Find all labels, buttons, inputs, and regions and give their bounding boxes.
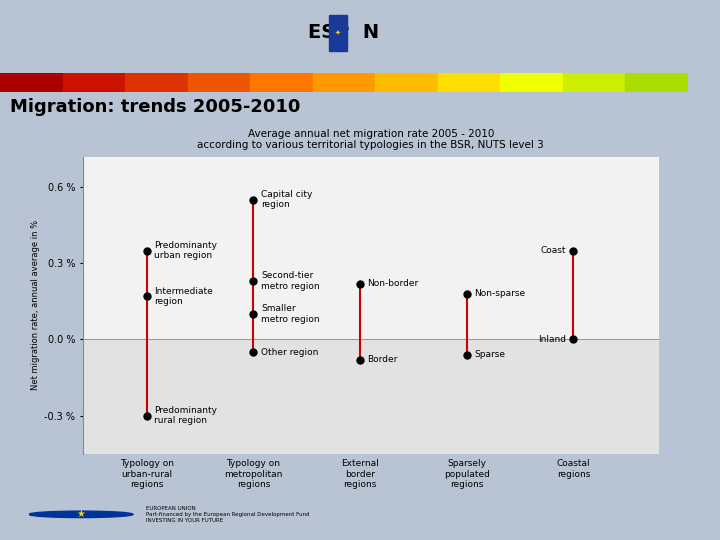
Text: Predominanty
urban region: Predominanty urban region [154,241,217,260]
Bar [83,339,659,454]
Bar [0,73,63,92]
Bar [562,73,625,92]
Text: Non-border: Non-border [368,279,419,288]
Text: Non-sparse: Non-sparse [474,289,526,298]
Bar [500,73,562,92]
Text: Predominanty
rural region: Predominanty rural region [154,406,217,425]
Text: ESP  N: ESP N [308,23,379,42]
Bar [250,73,312,92]
Text: ✦: ✦ [335,30,341,36]
Text: Intermediate
region: Intermediate region [154,287,213,306]
Bar [328,15,346,51]
Text: Border: Border [368,355,398,364]
Text: Smaller
metro region: Smaller metro region [261,304,320,323]
Text: ★: ★ [76,509,85,519]
Bar [63,73,125,92]
Text: Capital city
region: Capital city region [261,190,312,210]
Bar [625,73,688,92]
Bar [438,73,500,92]
Bar [375,73,438,92]
Text: Other region: Other region [261,348,318,356]
Text: EUROPEAN UNION
Part-financed by the European Regional Development Fund
INVESTING: EUROPEAN UNION Part-financed by the Euro… [146,506,310,523]
Bar [312,73,375,92]
Title: Average annual net migration rate 2005 - 2010
according to various territorial t: Average annual net migration rate 2005 -… [197,129,544,150]
Text: Inland: Inland [538,335,566,344]
Text: Sparse: Sparse [474,350,505,359]
Circle shape [29,511,133,517]
Bar [187,73,250,92]
Text: Coast: Coast [541,246,566,255]
Text: Migration: trends 2005-2010: Migration: trends 2005-2010 [10,98,301,116]
Text: Second-tier
metro region: Second-tier metro region [261,271,320,291]
Y-axis label: Net migration rate, annual average in %: Net migration rate, annual average in % [31,220,40,390]
Bar [125,73,187,92]
